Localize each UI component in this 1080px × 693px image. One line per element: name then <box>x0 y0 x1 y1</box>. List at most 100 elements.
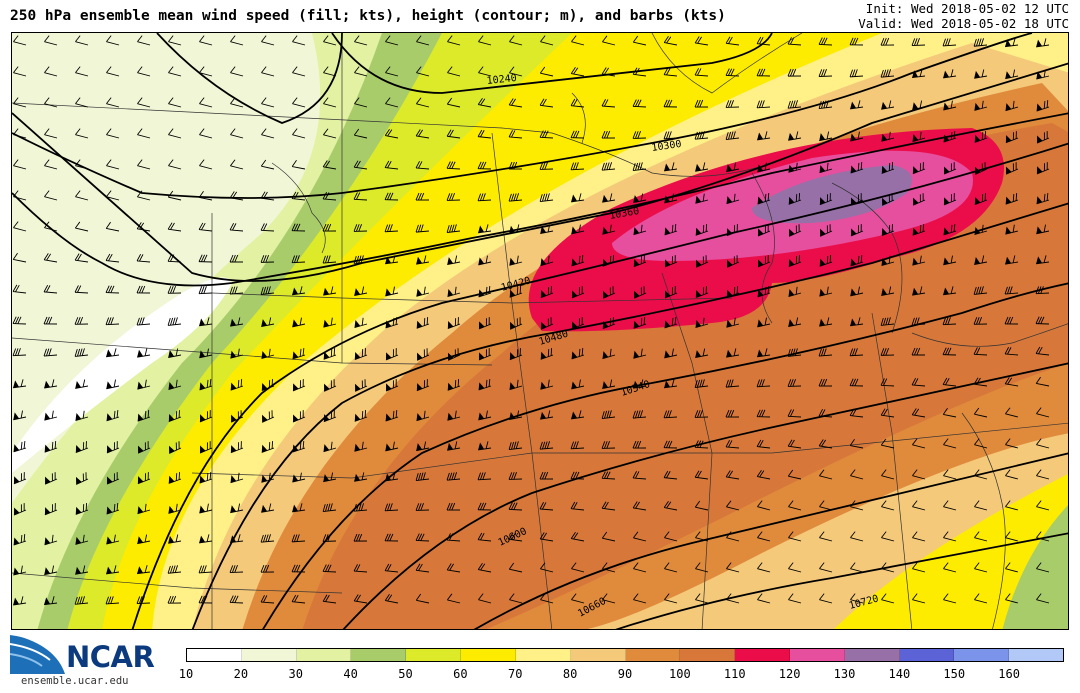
wind-barb <box>44 565 58 576</box>
wind-barb <box>725 36 740 46</box>
wind-barb <box>1005 131 1019 144</box>
contour-line <box>12 62 1068 282</box>
wind-barb <box>540 286 554 299</box>
wind-barb <box>291 564 306 573</box>
wind-barb <box>260 254 275 263</box>
wind-barb <box>509 348 523 361</box>
wind-barb <box>912 224 926 236</box>
wind-barb <box>230 472 244 484</box>
colorbar-cell <box>625 649 681 661</box>
wind-barb <box>477 532 492 542</box>
wind-barb <box>880 69 895 78</box>
wind-barb <box>663 410 678 419</box>
wind-barb <box>974 193 988 205</box>
wind-barb <box>633 317 647 329</box>
wind-barb <box>756 100 771 109</box>
wind-barb <box>13 97 27 108</box>
wind-barb <box>261 66 275 77</box>
wind-barb <box>1004 377 1019 387</box>
wind-barb <box>881 162 895 174</box>
wind-barb <box>75 441 89 453</box>
wind-barb <box>570 471 585 480</box>
colorbar-tick-label: 100 <box>669 667 691 681</box>
wind-barb <box>167 595 182 604</box>
wind-barb <box>478 441 492 451</box>
wind-barb <box>75 128 89 139</box>
wind-barb <box>261 441 275 453</box>
colorbar-cell <box>296 649 352 661</box>
wind-barb <box>509 379 523 391</box>
wind-barb <box>757 131 771 141</box>
wind-barb <box>788 286 802 298</box>
wind-barb <box>323 472 337 483</box>
wind-barb <box>43 316 58 325</box>
wind-barb <box>261 317 275 327</box>
wind-barb <box>416 379 430 392</box>
wind-barb <box>694 68 709 77</box>
wind-barb <box>260 595 275 604</box>
wind-barb <box>788 317 802 327</box>
wind-barb <box>44 97 58 108</box>
wind-barb <box>757 531 771 542</box>
wind-barb <box>384 128 399 139</box>
wind-barb <box>695 317 709 329</box>
wind-barb <box>478 410 492 421</box>
colorbar-tick-label: 20 <box>233 667 249 681</box>
wind-barb <box>881 100 895 110</box>
wind-barb <box>540 35 554 46</box>
wind-barb <box>230 441 244 454</box>
wind-barb <box>539 162 554 170</box>
wind-barb <box>416 441 430 452</box>
wind-barb <box>230 159 244 170</box>
wind-barb <box>881 224 895 237</box>
wind-barb <box>943 469 957 480</box>
wind-barb <box>385 348 399 361</box>
colorbar-tick-label: 60 <box>453 667 468 681</box>
wind-barb <box>198 286 213 295</box>
wind-barb <box>974 255 988 265</box>
wind-barb <box>881 131 895 142</box>
wind-barb <box>292 317 306 328</box>
wind-barb <box>880 438 895 449</box>
wind-barb <box>571 286 585 299</box>
wind-barb <box>539 130 554 139</box>
wind-barb <box>199 159 213 170</box>
colorbar-tick-label: 30 <box>288 667 303 681</box>
colorbar-cell <box>899 649 955 661</box>
wind-barb <box>664 255 678 268</box>
wind-barb <box>44 441 58 453</box>
wind-barb <box>974 531 988 542</box>
wind-barb <box>136 317 151 326</box>
wind-barb <box>695 286 709 299</box>
fill-band-60-east <box>834 474 1068 629</box>
wind-barb <box>788 531 802 542</box>
wind-barb <box>943 562 957 573</box>
wind-barb <box>633 255 647 268</box>
wind-barb <box>849 378 864 387</box>
wind-barb <box>570 532 585 542</box>
wind-barb <box>477 502 492 511</box>
wind-barb <box>539 66 554 77</box>
wind-barb <box>912 193 926 206</box>
contour-line <box>615 532 1068 629</box>
wind-barb <box>911 377 926 387</box>
wind-barb <box>819 255 833 267</box>
wind-barb <box>13 35 27 46</box>
wind-barb <box>106 159 120 170</box>
wind-barb <box>291 534 306 543</box>
contour-line <box>12 112 1068 287</box>
wind-barb <box>788 500 802 511</box>
wind-barb <box>571 562 585 573</box>
wind-barb <box>912 469 926 480</box>
wind-barb <box>199 97 213 108</box>
wind-barb <box>292 410 306 423</box>
wind-barb <box>880 347 895 356</box>
wind-barb <box>75 503 89 515</box>
wind-barb <box>756 469 771 480</box>
wind-barb <box>13 221 27 232</box>
wind-barb <box>943 531 957 542</box>
wind-speed-map[interactable]: 10240 10300 10360 10420 10480 10540 1060… <box>11 32 1069 630</box>
wind-barb <box>446 502 461 511</box>
wind-barb <box>508 532 523 542</box>
lake-outline <box>911 323 1068 347</box>
